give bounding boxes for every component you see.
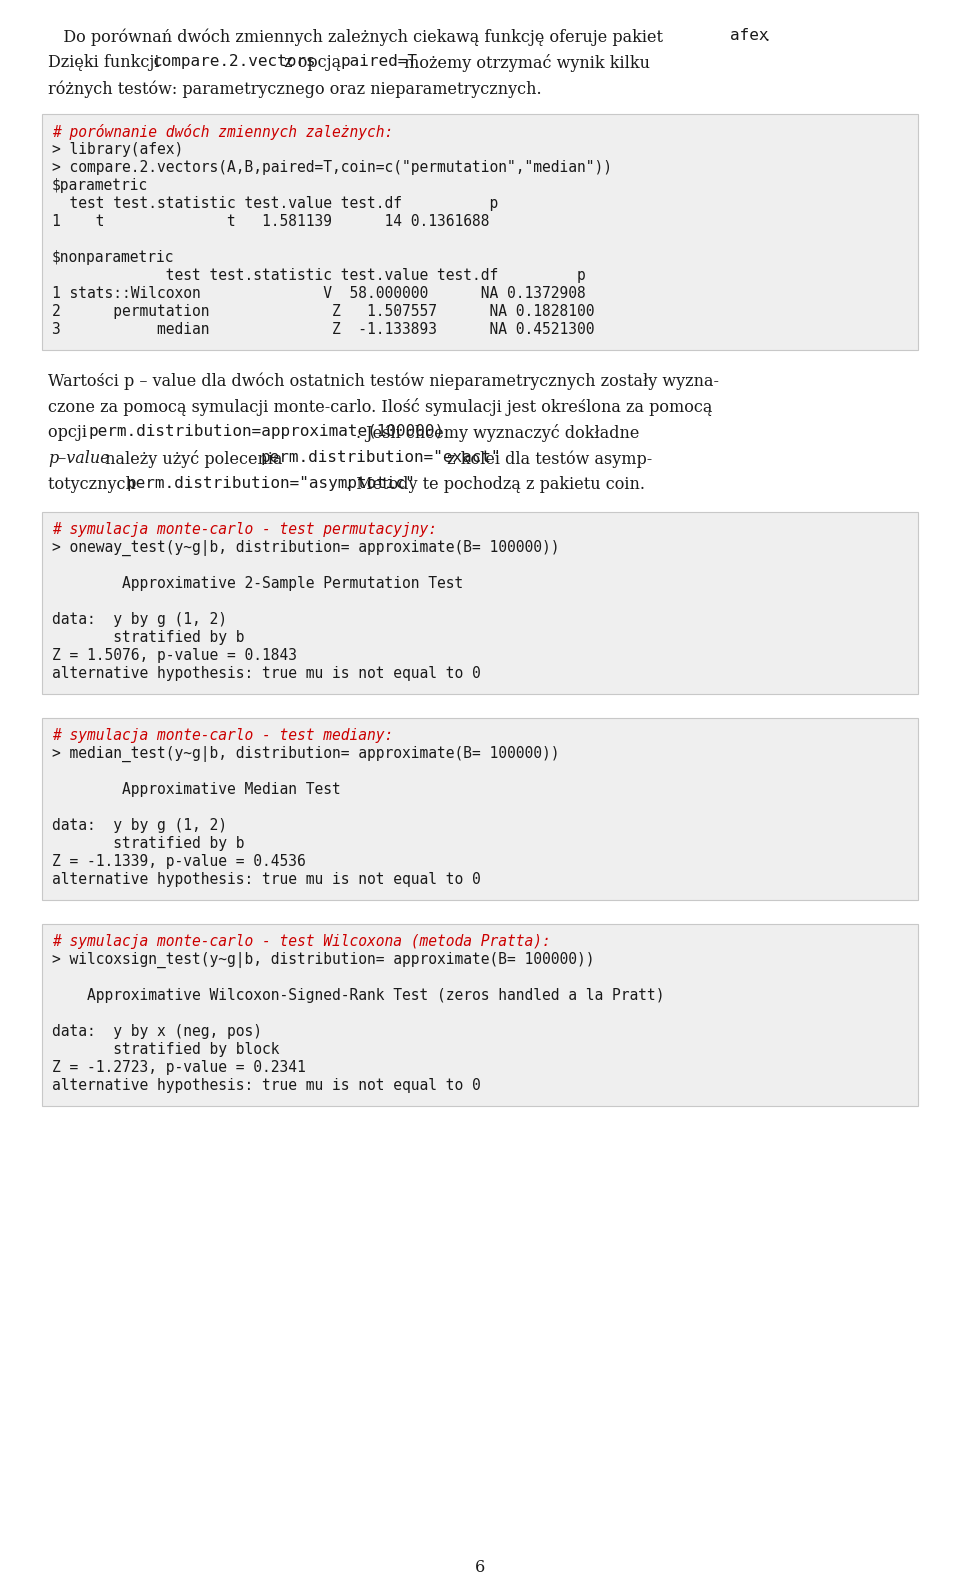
- Text: stratified by b: stratified by b: [52, 836, 245, 851]
- Text: # symulacja monte-carlo - test mediany:: # symulacja monte-carlo - test mediany:: [52, 727, 394, 743]
- Text: różnych testów: parametrycznego oraz nieparametrycznych.: różnych testów: parametrycznego oraz nie…: [48, 81, 541, 98]
- FancyBboxPatch shape: [42, 923, 918, 1107]
- Text: $nonparametric: $nonparametric: [52, 250, 175, 266]
- Text: # porównanie dwóch zmiennych zależnych:: # porównanie dwóch zmiennych zależnych:: [52, 123, 394, 141]
- Text: > wilcoxsign_test(y~g|b, distribution= approximate(B= 100000)): > wilcoxsign_test(y~g|b, distribution= a…: [52, 952, 594, 968]
- Text: data:  y by g (1, 2): data: y by g (1, 2): [52, 612, 227, 628]
- Text: alternative hypothesis: true mu is not equal to 0: alternative hypothesis: true mu is not e…: [52, 873, 481, 887]
- Text: Z = -1.1339, p-value = 0.4536: Z = -1.1339, p-value = 0.4536: [52, 854, 305, 870]
- Text: Do porównań dwóch zmiennych zależnych ciekawą funkcję oferuje pakiet: Do porównań dwóch zmiennych zależnych ci…: [48, 28, 668, 46]
- Text: .: .: [764, 28, 769, 44]
- FancyBboxPatch shape: [42, 718, 918, 900]
- Text: stratified by block: stratified by block: [52, 1042, 279, 1058]
- Text: perm.distribution="exact": perm.distribution="exact": [260, 451, 500, 465]
- Text: 6: 6: [475, 1559, 485, 1576]
- Text: Approximative 2-Sample Permutation Test: Approximative 2-Sample Permutation Test: [52, 575, 464, 591]
- Text: $parametric: $parametric: [52, 179, 148, 193]
- Text: compare.2.vectors: compare.2.vectors: [153, 54, 317, 70]
- Text: opcji: opcji: [48, 424, 92, 441]
- Text: możemy otrzymać wynik kilku: możemy otrzymać wynik kilku: [399, 54, 650, 73]
- FancyBboxPatch shape: [42, 114, 918, 349]
- Text: paired=T: paired=T: [341, 54, 418, 70]
- Text: Dzięki funkcji: Dzięki funkcji: [48, 54, 164, 71]
- Text: 1    t              t   1.581139      14 0.1361688: 1 t t 1.581139 14 0.1361688: [52, 213, 490, 229]
- Text: > oneway_test(y~g|b, distribution= approximate(B= 100000)): > oneway_test(y~g|b, distribution= appro…: [52, 541, 560, 557]
- Text: 1 stats::Wilcoxon              V  58.000000      NA 0.1372908: 1 stats::Wilcoxon V 58.000000 NA 0.13729…: [52, 286, 586, 300]
- Text: perm.distribution="asymptotic": perm.distribution="asymptotic": [126, 476, 415, 492]
- Text: z opcją: z opcją: [279, 54, 347, 71]
- Text: należy użyć polecenia: należy użyć polecenia: [100, 451, 288, 468]
- Text: . Metody te pochodzą z pakietu coin.: . Metody te pochodzą z pakietu coin.: [346, 476, 645, 493]
- Text: 2      permutation              Z   1.507557      NA 0.1828100: 2 permutation Z 1.507557 NA 0.1828100: [52, 304, 594, 319]
- Text: alternative hypothesis: true mu is not equal to 0: alternative hypothesis: true mu is not e…: [52, 666, 481, 681]
- Text: alternative hypothesis: true mu is not equal to 0: alternative hypothesis: true mu is not e…: [52, 1078, 481, 1092]
- Text: Approximative Median Test: Approximative Median Test: [52, 783, 341, 797]
- Text: Approximative Wilcoxon-Signed-Rank Test (zeros handled a la Pratt): Approximative Wilcoxon-Signed-Rank Test …: [52, 988, 664, 1002]
- Text: > median_test(y~g|b, distribution= approximate(B= 100000)): > median_test(y~g|b, distribution= appro…: [52, 746, 560, 762]
- Text: # symulacja monte-carlo - test Wilcoxona (metoda Pratta):: # symulacja monte-carlo - test Wilcoxona…: [52, 934, 551, 949]
- Text: data:  y by g (1, 2): data: y by g (1, 2): [52, 817, 227, 833]
- Text: stratified by b: stratified by b: [52, 629, 245, 645]
- Text: data:  y by x (neg, pos): data: y by x (neg, pos): [52, 1024, 262, 1039]
- Text: Z = -1.2723, p-value = 0.2341: Z = -1.2723, p-value = 0.2341: [52, 1059, 305, 1075]
- Text: Wartości p – value dla dwóch ostatnich testów nieparametrycznych zostały wyzna-: Wartości p – value dla dwóch ostatnich t…: [48, 372, 719, 389]
- Text: test test.statistic test.value test.df         p: test test.statistic test.value test.df p: [52, 269, 586, 283]
- Text: > compare.2.vectors(A,B,paired=T,coin=c("permutation","median")): > compare.2.vectors(A,B,paired=T,coin=c(…: [52, 160, 612, 175]
- Text: perm.distribution=approximate(100000): perm.distribution=approximate(100000): [88, 424, 444, 440]
- Text: totycznych: totycznych: [48, 476, 141, 493]
- Text: # symulacja monte-carlo - test permutacyjny:: # symulacja monte-carlo - test permutacy…: [52, 522, 437, 538]
- Text: czone za pomocą symulacji monte-carlo. Ilość symulacji jest określona za pomocą: czone za pomocą symulacji monte-carlo. I…: [48, 398, 712, 416]
- Text: . Jeśli chcemy wyznaczyć dokładne: . Jeśli chcemy wyznaczyć dokładne: [356, 424, 639, 443]
- FancyBboxPatch shape: [42, 512, 918, 694]
- Text: 3           median              Z  -1.133893      NA 0.4521300: 3 median Z -1.133893 NA 0.4521300: [52, 323, 594, 337]
- Text: z kolei dla testów asymp-: z kolei dla testów asymp-: [442, 451, 652, 468]
- Text: Z = 1.5076, p-value = 0.1843: Z = 1.5076, p-value = 0.1843: [52, 648, 297, 662]
- Text: p–value: p–value: [48, 451, 109, 466]
- Text: afex: afex: [730, 28, 769, 43]
- Text: > library(afex): > library(afex): [52, 142, 183, 157]
- Text: test test.statistic test.value test.df          p: test test.statistic test.value test.df p: [52, 196, 498, 210]
